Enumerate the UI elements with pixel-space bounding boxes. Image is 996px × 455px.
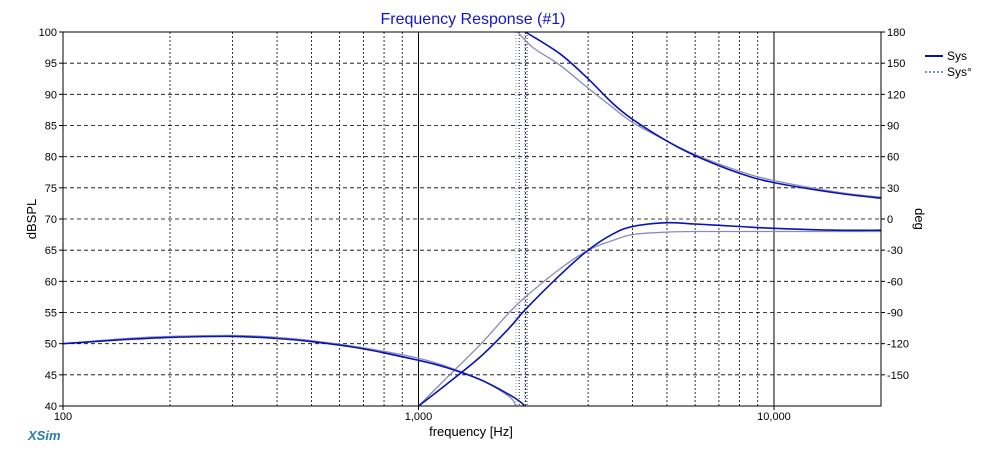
y-tick-label: 65 xyxy=(45,245,57,257)
y-axis-label: dBSPL xyxy=(24,199,39,239)
series-line-sys-deg-magnitude xyxy=(418,230,881,407)
legend-label: Sys xyxy=(947,49,967,63)
series-lines xyxy=(62,31,882,407)
grid xyxy=(63,32,881,406)
series-line-sys-magnitude xyxy=(418,221,882,407)
series-line-sys-phase xyxy=(525,31,882,199)
series-line-sys-deg-phase xyxy=(517,31,882,198)
x-axis-label: frequency [Hz] xyxy=(429,424,513,439)
y2-tick-label: 90 xyxy=(887,121,899,133)
y2-tick-label: -60 xyxy=(887,276,903,288)
tick-labels: 40 45 50 55 60 65 70 75 80 85 90 95 100 -150 -120 -90 -6… xyxy=(39,27,909,423)
y2-tick-label: -120 xyxy=(887,339,909,351)
vertical-markers xyxy=(515,32,528,406)
chart-title: Frequency Response (#1) xyxy=(381,11,566,28)
y-tick-label: 60 xyxy=(45,276,57,288)
legend-label: Sys° xyxy=(947,65,972,79)
y2-tick-label: 150 xyxy=(887,58,905,70)
y-tick-label: 50 xyxy=(45,339,57,351)
y-tick-label: 100 xyxy=(39,27,57,39)
y2-tick-label: -90 xyxy=(887,308,903,320)
y-tick-label: 80 xyxy=(45,152,57,164)
x-tick-label: 10,000 xyxy=(757,411,791,423)
y2-tick-label: 120 xyxy=(887,89,905,101)
y2-tick-label: 0 xyxy=(887,214,893,226)
legend: Sys Sys° xyxy=(925,49,972,79)
y-tick-label: 85 xyxy=(45,121,57,133)
series-line-sys-phase xyxy=(62,335,525,407)
y-tick-label: 40 xyxy=(45,401,57,413)
y2-tick-label: 60 xyxy=(887,152,899,164)
y2-tick-label: -30 xyxy=(887,245,903,257)
y2-tick-label: -150 xyxy=(887,370,909,382)
x-tick-label: 100 xyxy=(54,411,72,423)
y-tick-label: 45 xyxy=(45,370,57,382)
y-tick-label: 95 xyxy=(45,58,57,70)
y-tick-label: 75 xyxy=(45,183,57,195)
y-tick-label: 90 xyxy=(45,89,57,101)
y-tick-label: 55 xyxy=(45,308,57,320)
y2-tick-label: 180 xyxy=(887,27,905,39)
xsim-logo: XSim xyxy=(27,428,61,443)
y2-axis-label: deg xyxy=(912,208,927,230)
y2-tick-label: 30 xyxy=(887,183,899,195)
x-tick-label: 1,000 xyxy=(405,411,433,423)
y-tick-label: 70 xyxy=(45,214,57,226)
